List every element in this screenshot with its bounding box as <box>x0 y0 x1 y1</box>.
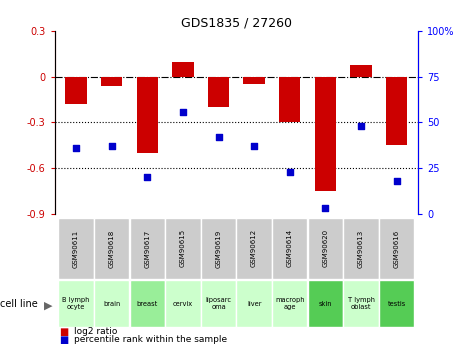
Text: GSM90613: GSM90613 <box>358 229 364 267</box>
Text: brain: brain <box>103 300 120 307</box>
Text: liposarc
oma: liposarc oma <box>206 297 231 310</box>
Text: GSM90618: GSM90618 <box>109 229 114 267</box>
Bar <box>343 218 379 279</box>
Text: percentile rank within the sample: percentile rank within the sample <box>74 335 227 344</box>
Bar <box>386 77 408 145</box>
Bar <box>130 218 165 279</box>
Text: B lymph
ocyte: B lymph ocyte <box>62 297 90 310</box>
Text: GSM90612: GSM90612 <box>251 229 257 267</box>
Text: GSM90614: GSM90614 <box>287 229 293 267</box>
Bar <box>315 77 336 191</box>
Bar <box>379 218 414 279</box>
Point <box>215 134 222 140</box>
Text: ■: ■ <box>59 335 68 345</box>
Text: cervix: cervix <box>173 300 193 307</box>
Bar <box>208 77 229 107</box>
Text: GSM90617: GSM90617 <box>144 229 150 267</box>
Bar <box>308 280 343 327</box>
Bar <box>379 280 414 327</box>
Bar <box>201 218 236 279</box>
Text: log2 ratio: log2 ratio <box>74 327 117 336</box>
Text: ■: ■ <box>59 327 68 337</box>
Text: T lymph
oblast: T lymph oblast <box>348 297 374 310</box>
Text: skin: skin <box>319 300 332 307</box>
Text: macroph
age: macroph age <box>275 297 304 310</box>
Bar <box>237 218 272 279</box>
Bar <box>65 77 86 104</box>
Bar <box>351 65 372 77</box>
Point <box>108 144 115 149</box>
Text: GSM90615: GSM90615 <box>180 229 186 267</box>
Bar <box>165 218 200 279</box>
Text: GSM90616: GSM90616 <box>394 229 399 267</box>
Text: GSM90611: GSM90611 <box>73 229 79 267</box>
Point <box>322 206 329 211</box>
Bar <box>201 280 236 327</box>
Bar <box>308 218 343 279</box>
Text: GSM90620: GSM90620 <box>323 229 328 267</box>
Text: testis: testis <box>388 300 406 307</box>
Point <box>179 109 187 114</box>
Bar <box>272 218 307 279</box>
Bar <box>237 280 272 327</box>
Bar <box>94 280 129 327</box>
Bar <box>130 280 165 327</box>
Bar <box>343 280 379 327</box>
Bar <box>244 77 265 85</box>
Point <box>357 124 365 129</box>
Text: breast: breast <box>137 300 158 307</box>
Title: GDS1835 / 27260: GDS1835 / 27260 <box>181 17 292 30</box>
Point <box>393 178 400 184</box>
Bar <box>101 77 123 86</box>
Bar <box>58 218 94 279</box>
Bar <box>272 280 307 327</box>
Bar <box>58 280 94 327</box>
Text: GSM90619: GSM90619 <box>216 229 221 267</box>
Bar <box>279 77 301 122</box>
Bar <box>137 77 158 153</box>
Bar <box>172 61 194 77</box>
Text: ▶: ▶ <box>44 300 53 310</box>
Text: liver: liver <box>247 300 261 307</box>
Point <box>143 175 151 180</box>
Bar <box>165 280 200 327</box>
Point <box>286 169 294 175</box>
Point <box>72 145 80 151</box>
Point <box>250 144 258 149</box>
Text: cell line: cell line <box>0 299 38 308</box>
Bar <box>94 218 129 279</box>
